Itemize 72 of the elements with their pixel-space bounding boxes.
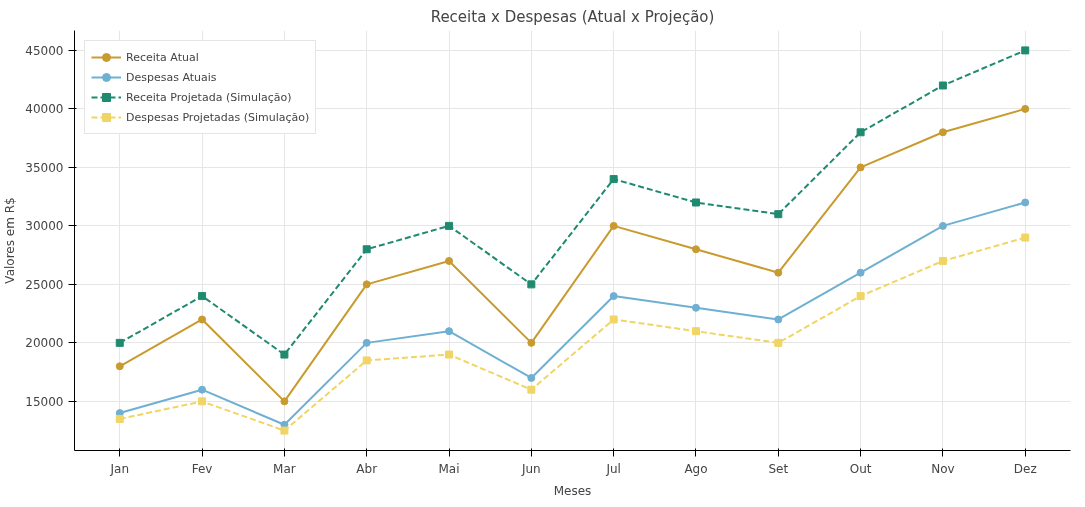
- x-tick-label: Mar: [273, 461, 296, 476]
- point: [691, 327, 700, 336]
- point: [856, 163, 865, 172]
- point: [445, 350, 454, 359]
- x-tick-label: Dez: [1013, 461, 1037, 476]
- point: [938, 221, 947, 230]
- x-tick-label: Mai: [438, 461, 460, 476]
- x-axis-title: Meses: [553, 483, 592, 498]
- legend-label: Despesas Atuais: [126, 70, 217, 84]
- y-tick-label: 15000: [25, 394, 64, 409]
- point: [198, 385, 207, 394]
- y-tick-label: 20000: [25, 336, 64, 351]
- point: [115, 338, 124, 347]
- point: [691, 303, 700, 312]
- y-tick-label: 35000: [25, 160, 64, 175]
- point: [198, 315, 207, 324]
- point: [362, 280, 371, 289]
- point: [115, 362, 124, 371]
- y-tick-label: 30000: [25, 219, 64, 234]
- point: [609, 315, 618, 324]
- x-tick-label: Ago: [684, 461, 708, 476]
- point: [280, 350, 289, 359]
- x-tick-label: Jul: [605, 461, 621, 476]
- point: [198, 292, 207, 301]
- x-tick-label: Abr: [356, 461, 378, 476]
- point: [362, 245, 371, 254]
- point: [445, 221, 454, 230]
- point: [774, 315, 783, 324]
- x-tick-label: Nov: [931, 461, 955, 476]
- y-tick-label: 45000: [25, 43, 64, 58]
- legend-label: Despesas Projetadas (Simulação): [126, 110, 310, 124]
- x-tick-label: Fev: [191, 461, 213, 476]
- point: [527, 385, 536, 394]
- point: [280, 426, 289, 435]
- point: [115, 414, 124, 423]
- point: [527, 338, 536, 347]
- point: [1021, 104, 1030, 113]
- point: [938, 128, 947, 137]
- point: [1021, 46, 1030, 55]
- point: [774, 210, 783, 219]
- point: [445, 327, 454, 336]
- x-tick-label: Jun: [520, 461, 541, 476]
- chart-title: Receita x Despesas (Atual x Projeção): [430, 7, 715, 26]
- point: [856, 128, 865, 137]
- y-tick-label: 40000: [25, 102, 64, 117]
- point: [1021, 233, 1030, 242]
- x-tick-label: Out: [849, 461, 872, 476]
- point: [856, 268, 865, 277]
- point: [774, 338, 783, 347]
- point: [362, 338, 371, 347]
- point: [362, 356, 371, 365]
- point: [527, 280, 536, 289]
- y-tick-label: 25000: [25, 277, 64, 292]
- point: [527, 373, 536, 382]
- point: [774, 268, 783, 277]
- point: [938, 81, 947, 90]
- point: [280, 397, 289, 406]
- point: [445, 256, 454, 265]
- point: [609, 292, 618, 301]
- y-axis-title: Valores em R$: [3, 197, 18, 284]
- point: [198, 397, 207, 406]
- point: [1021, 198, 1030, 207]
- point: [609, 175, 618, 184]
- x-tick-label: Set: [768, 461, 789, 476]
- point: [938, 256, 947, 265]
- point: [609, 221, 618, 230]
- x-tick-label: Jan: [109, 461, 130, 476]
- legend-label: Receita Atual: [126, 50, 199, 64]
- point: [691, 245, 700, 254]
- point: [856, 292, 865, 301]
- point: [691, 198, 700, 207]
- legend-label: Receita Projetada (Simulação): [126, 90, 292, 104]
